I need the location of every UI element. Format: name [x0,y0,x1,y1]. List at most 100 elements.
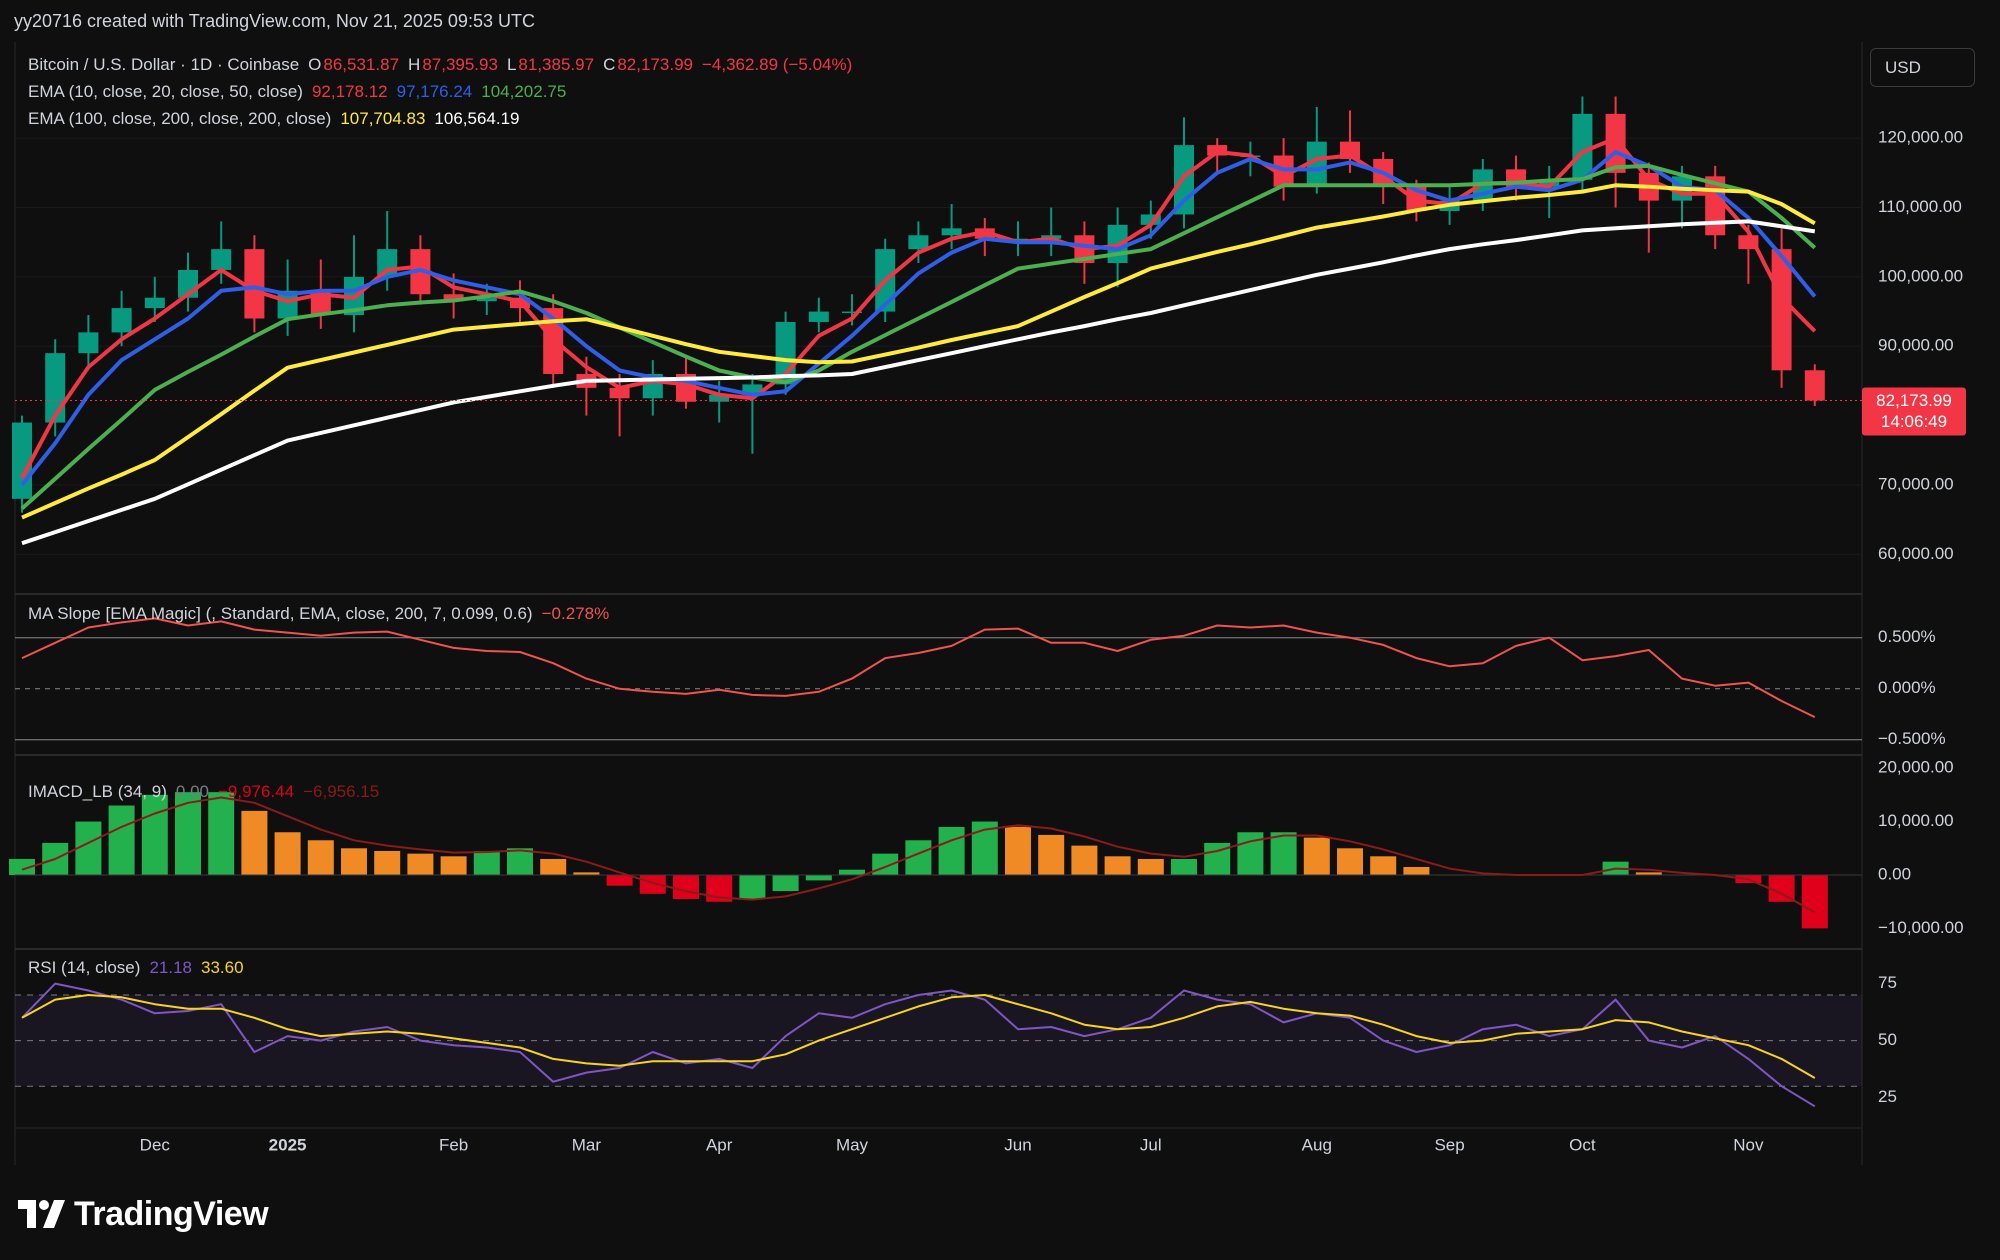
histogram-bar [1038,834,1065,876]
y-tick-label: 0.000% [1878,678,1936,697]
countdown-label: 14:06:49 [1881,412,1947,431]
change-value: −4,362.89 (−5.04%) [701,55,853,74]
histogram-bar [1337,848,1363,876]
candle-body [709,394,730,402]
indicator-value: 104,202.75 [481,82,567,101]
histogram-bar [1005,826,1031,876]
pane-legend: IMACD_LB (34, 9) 0.00 −9,976.44 −6,956.15 [28,781,388,803]
candle-body [808,311,829,322]
x-tick-label: Aug [1302,1135,1332,1154]
currency-button[interactable]: USD [1870,48,1975,87]
histogram-bar [9,858,35,876]
candle-body [144,297,165,309]
histogram-bar [573,872,600,876]
ohlc-key: C [603,55,616,74]
indicator-legend: EMA (10, close, 20, close, 50, close) 92,… [28,81,575,103]
histogram-bar [739,875,766,900]
histogram-bar [1370,856,1397,876]
histogram-bar [673,875,699,900]
histogram-bar [606,875,633,886]
candle-body [1140,214,1161,225]
histogram-bar [1137,858,1164,876]
candle-body [609,387,630,399]
candle-body [742,384,763,395]
signal-line [21,796,1816,914]
ohlc-value: 82,173.99 [617,55,693,74]
histogram-bar [274,832,301,876]
indicator-name: EMA (10, close, 20, close, 50, close) [28,82,303,101]
ema-line [21,183,1816,520]
x-tick-label: May [836,1135,869,1154]
histogram-bar [473,850,500,876]
histogram-bar [1635,872,1662,876]
indicator-name: EMA (100, close, 200, close, 200, close) [28,109,332,128]
histogram-bar [440,856,467,876]
y-tick-label: 75 [1878,973,1897,992]
histogram-bar [341,848,367,876]
candle-body [1539,179,1560,187]
histogram-bar [805,875,832,881]
histogram-bar [307,840,334,876]
histogram-bar [208,792,235,876]
candle-body [244,249,265,319]
histogram-bar [1801,875,1828,929]
y-tick-label: 25 [1878,1087,1897,1106]
histogram-bar [1104,856,1131,876]
last-price-tag [1862,387,1966,436]
y-tick-label: 100,000.00 [1878,266,1963,285]
attribution: yy20716 created with TradingView.com, No… [14,11,535,31]
y-tick-label: 70,000.00 [1878,474,1954,493]
histogram-bar [141,794,168,876]
pane-label: IMACD_LB (34, 9) [28,782,167,801]
ema-line [21,219,1816,546]
histogram-bar [407,853,434,876]
candle-body [842,311,862,314]
pane-label: RSI (14, close) [28,958,141,977]
y-tick-label: 60,000.00 [1878,544,1954,563]
histogram-bar [938,826,965,876]
indicator-value: 106,564.19 [434,109,520,128]
candle-body [111,308,132,333]
pane-value: 21.18 [149,958,192,977]
histogram-bar [639,875,666,894]
x-tick-label: Feb [439,1135,468,1154]
candle-body [377,249,398,277]
brand-icon [18,1200,65,1228]
pane-value: 33.60 [200,958,244,977]
x-tick-label: Apr [706,1135,733,1154]
ema-line [20,150,1817,487]
pane-legend: RSI (14, close) 21.18 33.60 [28,957,253,979]
pane-label: MA Slope [EMA Magic] (, Standard, EMA, c… [28,604,533,623]
x-tick-label: Nov [1733,1135,1764,1154]
candle-body [908,235,929,250]
histogram-bar [772,875,799,892]
y-tick-label: 20,000.00 [1878,758,1954,777]
histogram-bar [1171,858,1197,876]
candle-body [941,228,962,236]
histogram-bar [1768,875,1795,902]
y-tick-label: 50 [1878,1030,1897,1049]
brand-name: TradingView [74,1194,269,1233]
histogram-bar [108,805,135,876]
ema-line [20,163,1817,510]
candle-body [211,249,232,270]
candle-body [1306,141,1327,187]
pane-legend: MA Slope [EMA Magic] (, Standard, EMA, c… [28,603,618,625]
ohlc-key: L [506,55,517,74]
pane-value: −6,956.15 [303,782,380,801]
x-tick-label: 2025 [269,1135,307,1154]
candle-body [443,294,464,302]
x-tick-label: Dec [140,1135,171,1154]
candle-body [476,297,497,302]
indicator-line [21,982,1816,1108]
histogram-bar [241,810,268,876]
x-tick-label: Jul [1140,1135,1162,1154]
y-tick-label: 0.500% [1878,627,1936,646]
indicator-value: 97,176.24 [396,82,473,101]
candle-body [1605,113,1626,173]
ohlc-key: H [408,55,421,74]
main-legend: Bitcoin / U.S. Dollar · 1D · Coinbase O 86… [28,54,861,76]
x-tick-label: Sep [1434,1135,1464,1154]
